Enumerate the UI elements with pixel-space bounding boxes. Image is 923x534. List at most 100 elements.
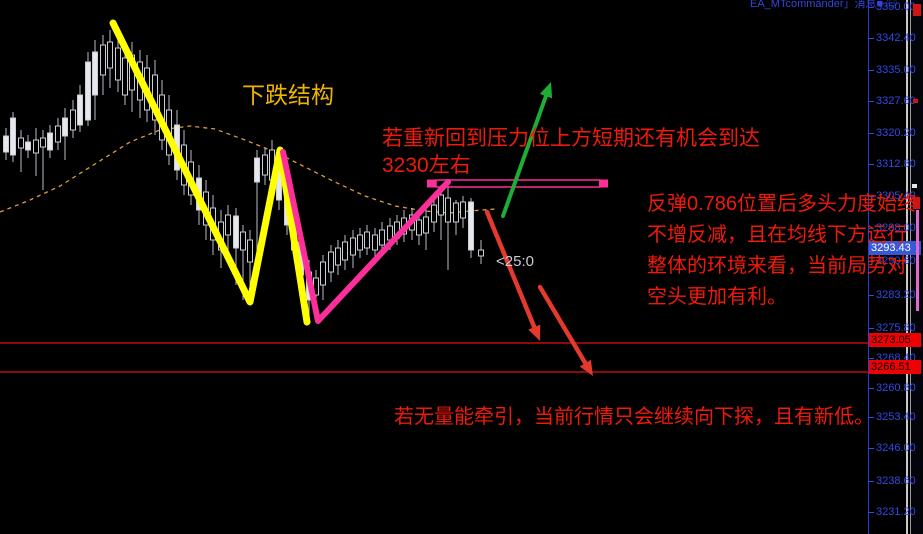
axis-tick-label: 3253.40	[876, 411, 916, 423]
axis-tick-label: 3312.80	[876, 158, 916, 170]
candle-body	[233, 215, 239, 249]
candle-body	[379, 229, 385, 246]
candle-body	[431, 204, 437, 223]
axis-tick-label: 3298.00	[876, 222, 916, 234]
candle-body	[247, 239, 253, 263]
candle-body	[478, 249, 484, 257]
neighbour-window-mark	[913, 197, 920, 209]
window-border-left	[906, 0, 908, 534]
axis-tick	[869, 481, 874, 482]
red-down-arrow-1[interactable]	[484, 209, 537, 330]
green-up-arrow[interactable]	[501, 94, 548, 218]
candle-body	[364, 231, 370, 249]
axis-tick	[869, 261, 874, 262]
axis-tick	[869, 196, 874, 197]
candle-body	[350, 237, 356, 256]
candle-body	[10, 117, 16, 156]
window-border-right	[910, 0, 911, 534]
candle-body	[70, 109, 76, 131]
red-down-arrow-1-head[interactable]	[528, 324, 541, 341]
green-up-arrow-head[interactable]	[539, 82, 553, 99]
axis-tick-label: 3290.60	[876, 255, 916, 267]
neighbour-window-mark	[913, 4, 921, 16]
axis-tick	[869, 101, 874, 102]
axis-tick	[869, 417, 874, 418]
current-price-tag: 3293.43	[869, 241, 921, 255]
candle-body	[25, 141, 31, 151]
candle-body	[320, 261, 326, 286]
candle-body	[372, 234, 378, 251]
candle-body	[328, 251, 334, 273]
candle-countdown: <25:0	[496, 253, 534, 270]
candle-body	[335, 247, 341, 266]
axis-tick	[869, 228, 874, 229]
axis-tick	[869, 388, 874, 389]
candle-body	[453, 202, 459, 223]
axis-tick-label: 3231.20	[876, 506, 916, 518]
axis-tick-label: 3305.40	[876, 190, 916, 202]
candle-body	[445, 197, 451, 223]
neighbour-window-mark	[912, 184, 917, 188]
candle-body	[357, 234, 363, 251]
axis-tick-label: 3246.00	[876, 442, 916, 454]
axis-tick-label: 3260.80	[876, 382, 916, 394]
candle-body	[40, 137, 46, 148]
candle-body	[77, 94, 83, 126]
candle-body	[254, 157, 260, 183]
yellow-down-structure[interactable]	[109, 19, 311, 326]
price-axis-line	[868, 0, 869, 534]
candle-body	[85, 61, 91, 121]
red-down-arrow-2-head[interactable]	[579, 359, 593, 376]
zone-handle-right[interactable]	[599, 179, 608, 188]
candle-body	[423, 216, 429, 234]
support-level-tag-2: 3266.51	[869, 360, 921, 374]
candle-body	[115, 47, 121, 81]
axis-tick-label: 3283.20	[876, 289, 916, 301]
axis-tick-label: 3350.00	[876, 1, 916, 13]
zone-handle-left[interactable]	[427, 179, 436, 188]
axis-tick	[869, 295, 874, 296]
candle-body	[342, 241, 348, 261]
candle-body	[33, 139, 39, 154]
candle-body	[107, 41, 113, 69]
axis-tick	[869, 512, 874, 513]
axis-tick	[869, 448, 874, 449]
candle-body	[225, 214, 231, 236]
support-level-tag-1: 3273.05	[869, 333, 921, 347]
candle-body	[55, 125, 61, 143]
candle-body	[460, 201, 466, 219]
candle-body	[47, 132, 53, 151]
axis-tick	[869, 38, 874, 39]
moving-average-line	[0, 125, 496, 214]
magenta-down-structure[interactable]	[280, 149, 451, 324]
candle-body	[262, 154, 268, 176]
axis-tick	[869, 133, 874, 134]
neighbour-window-mark	[913, 99, 918, 103]
axis-tick-label: 3320.20	[876, 127, 916, 139]
candle-body	[92, 51, 98, 96]
candle-body	[62, 117, 68, 137]
candle-body	[3, 135, 9, 153]
red-down-arrow-2[interactable]	[537, 284, 588, 366]
axis-tick	[869, 164, 874, 165]
candle-body	[468, 201, 474, 251]
candle-body	[122, 57, 128, 96]
axis-tick-label: 3342.40	[876, 32, 916, 44]
axis-tick-label: 3275.80	[876, 322, 916, 334]
pressure-zone-rect[interactable]	[435, 179, 601, 188]
candle-body	[416, 219, 422, 236]
axis-tick-label: 3327.60	[876, 95, 916, 107]
axis-tick	[869, 358, 874, 359]
axis-tick	[869, 70, 874, 71]
axis-tick	[869, 328, 874, 329]
candle-body	[438, 194, 444, 216]
watermark-text: EA_MTcommander」消息■ ◎	[750, 0, 898, 10]
axis-tick-label: 3335.00	[876, 64, 916, 76]
axis-tick	[869, 7, 874, 8]
candle-body	[100, 44, 106, 76]
neighbour-window-mark	[916, 210, 919, 311]
candle-body	[240, 231, 246, 251]
candle-body	[18, 137, 24, 149]
